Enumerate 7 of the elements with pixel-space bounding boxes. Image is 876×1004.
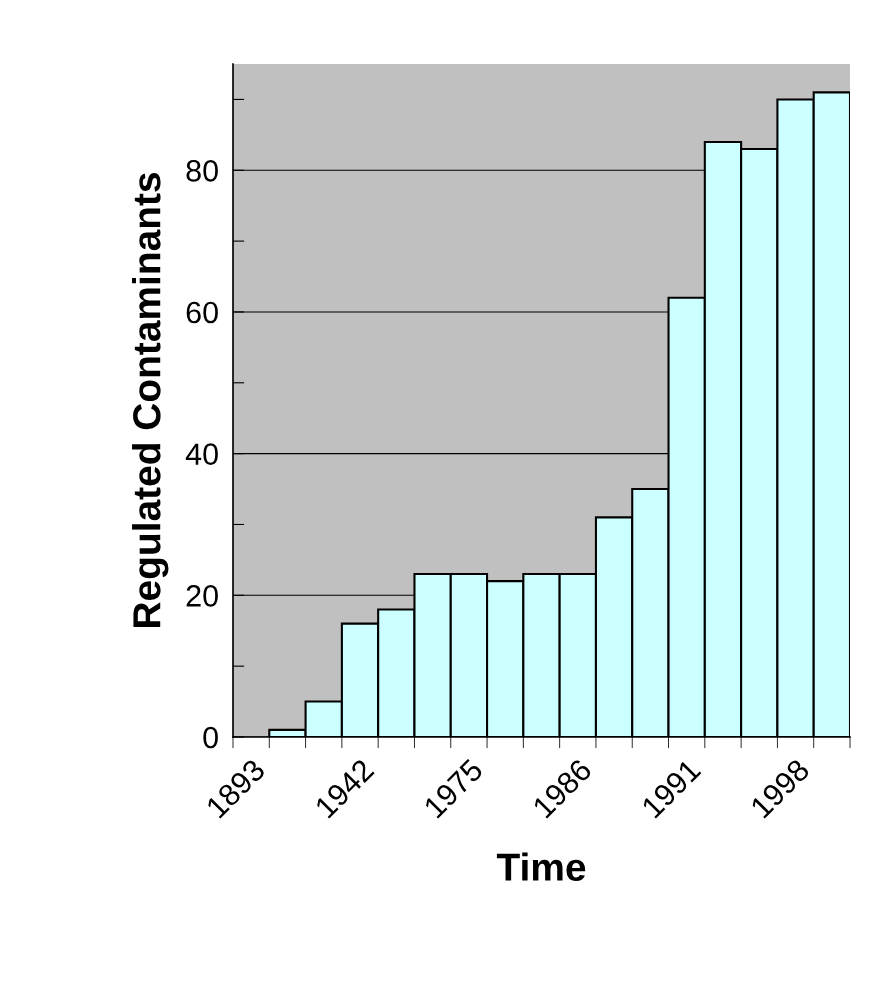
y-tick-label: 0 [203,726,218,749]
y-tick-label: 80 [186,160,218,182]
y-tick-label: 60 [186,301,218,324]
x-axis-title: Time [496,852,586,881]
y-tick-label: 20 [186,585,218,607]
y-tick-label: 40 [185,443,218,465]
y-axis-title: Regulated Contaminants [132,173,169,627]
